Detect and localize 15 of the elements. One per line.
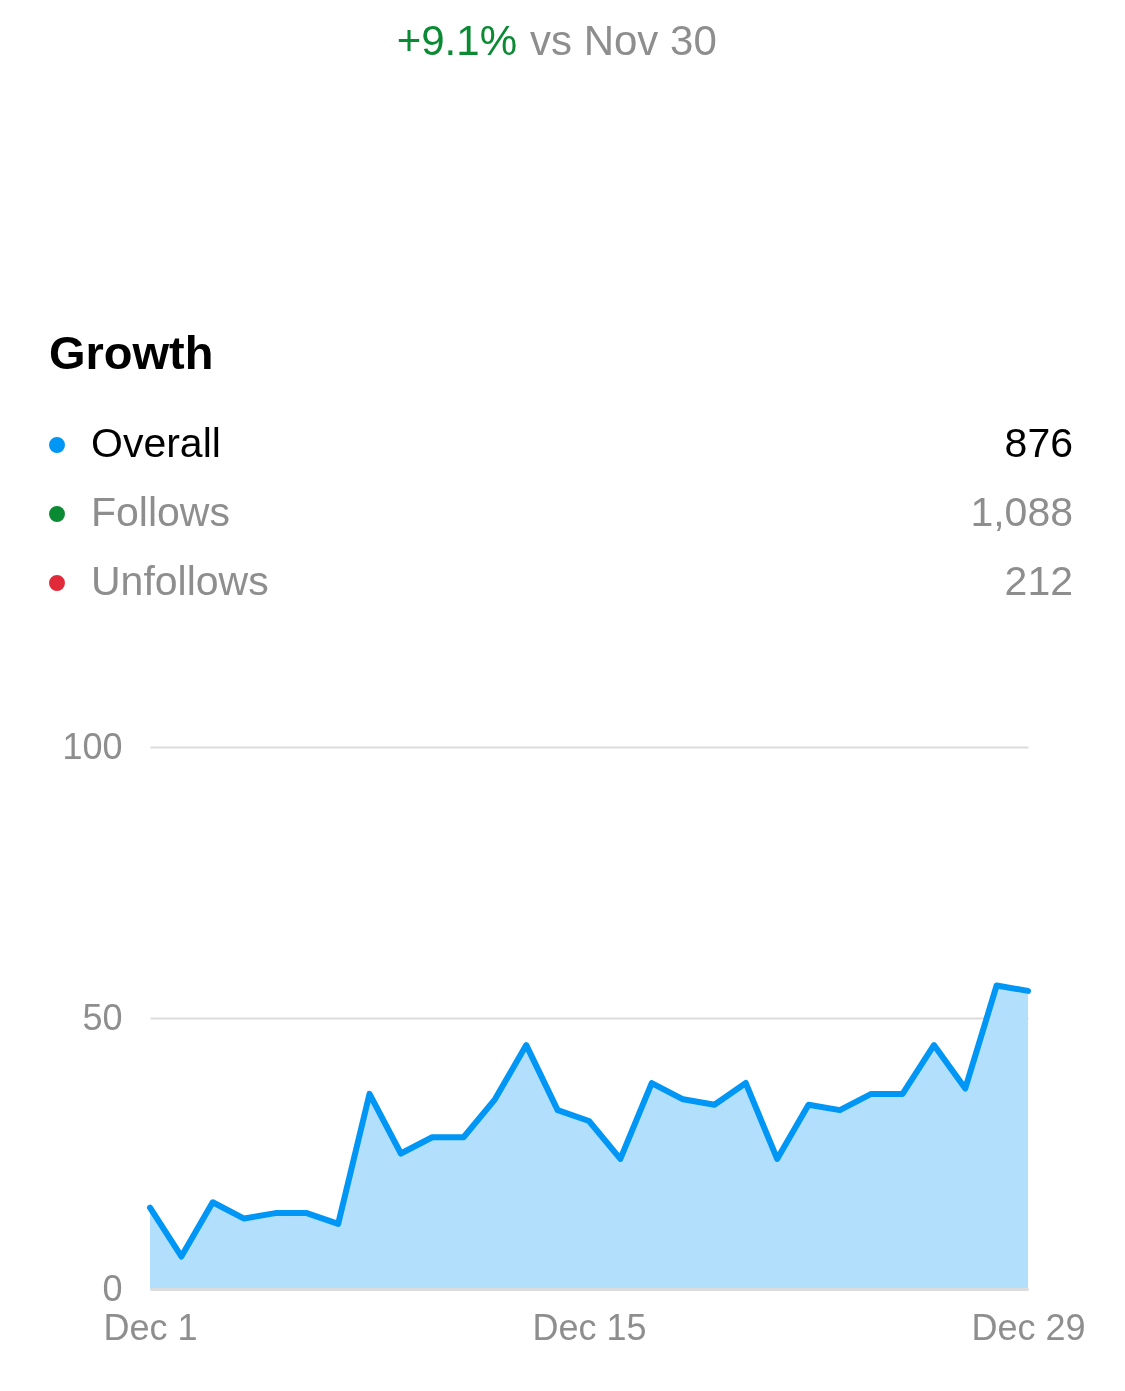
text: +9.1% [396, 17, 517, 64]
legend-label: Follows [91, 489, 230, 535]
x-tick-label: Dec 1 [103, 1306, 198, 1348]
x-tick-label: Dec 29 [971, 1306, 1086, 1348]
y-tick-label: 50 [82, 996, 123, 1038]
legend-label: Overall [91, 420, 221, 466]
y-tick-label: 0 [102, 1267, 123, 1309]
text: 876 [1004, 420, 1073, 466]
chart-title: Growth [49, 326, 214, 379]
y-tick-label: 100 [62, 725, 123, 767]
legend-label: Unfollows [91, 558, 269, 604]
text: vs Nov 30 [530, 17, 717, 64]
text: 212 [1004, 558, 1073, 604]
text: 1,088 [970, 489, 1073, 535]
x-tick-label: Dec 15 [532, 1306, 647, 1348]
